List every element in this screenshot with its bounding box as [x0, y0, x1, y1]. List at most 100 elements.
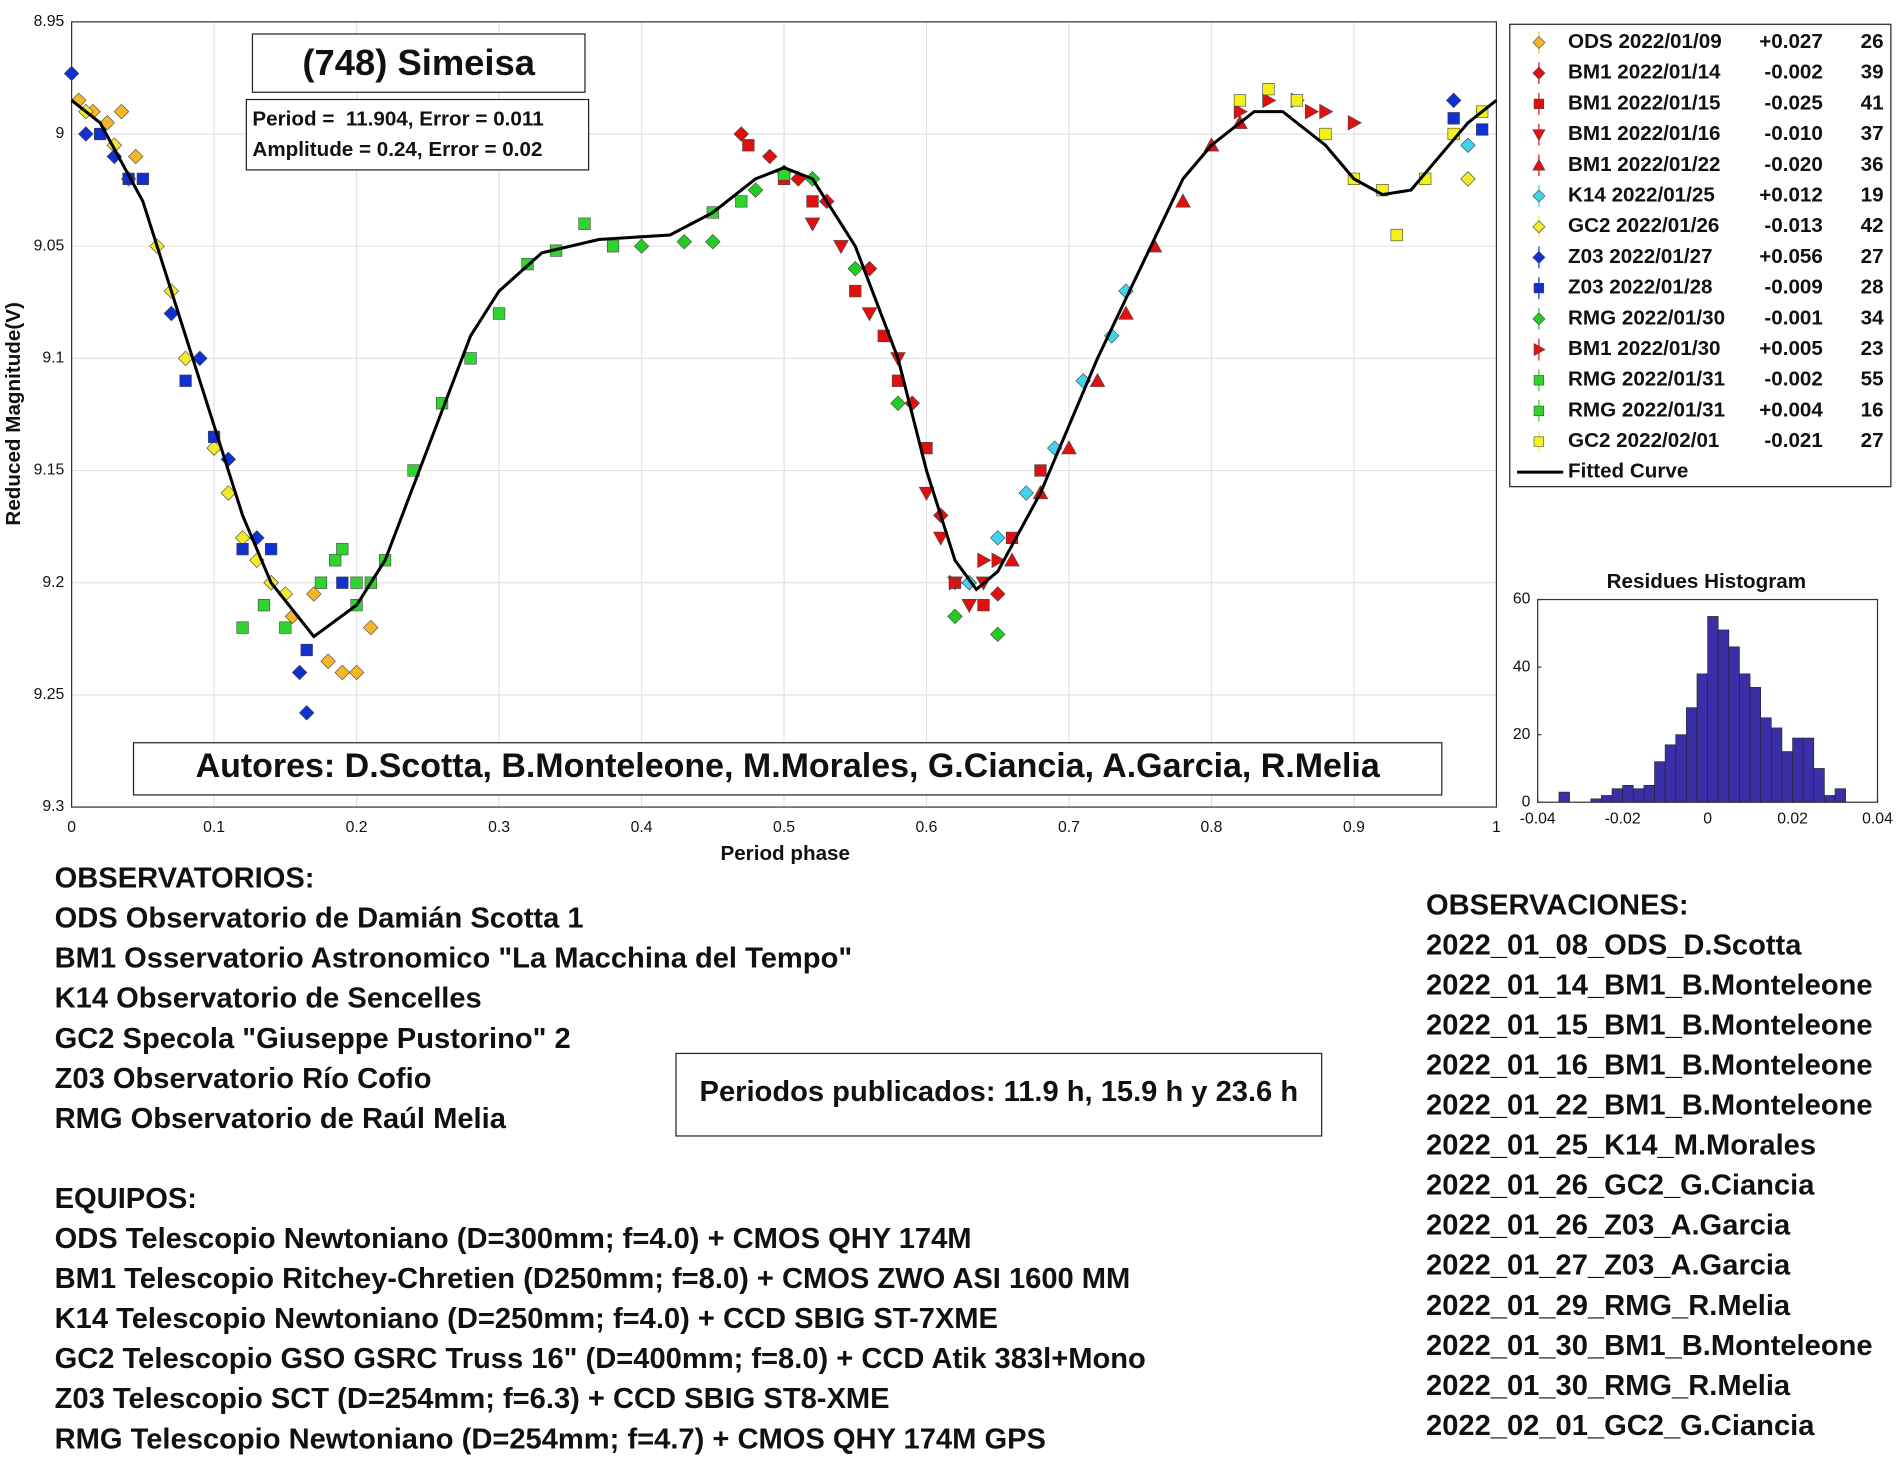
x-tick-label: 0.9 [1343, 819, 1365, 836]
x-tick-label: 0.2 [346, 819, 368, 836]
data-point [336, 542, 349, 556]
data-point [1175, 193, 1191, 208]
data-point [348, 664, 365, 681]
legend-marker [1533, 282, 1545, 294]
x-tick-label: 0 [1703, 810, 1712, 827]
x-tick-label: 0 [67, 819, 76, 836]
histogram-bar [1781, 751, 1793, 803]
y-tick-label: 9.15 [34, 462, 65, 479]
data-point [1476, 123, 1489, 136]
legend-offset: -0.009 [1764, 276, 1822, 299]
data-point [314, 576, 328, 589]
block-line: 2022_01_27_Z03_A.Garcia [1426, 1250, 1791, 1282]
annotation: Amplitude = 0.24, Error = 0.02 [252, 138, 542, 161]
histogram-bar [1749, 687, 1761, 803]
y-tick-label: 9.3 [42, 798, 64, 815]
block-line: 2022_01_08_ODS_D.Scotta [1426, 929, 1802, 961]
histogram-bar [1813, 768, 1825, 803]
data-point [257, 599, 271, 612]
histogram-bar [1739, 673, 1751, 803]
x-axis-label: Period phase [720, 842, 850, 865]
block-line: ODS Telescopio Newtoniano (D=300mm; f=4.… [55, 1223, 972, 1255]
annotation-box [245, 98, 590, 171]
data-point [128, 148, 144, 165]
legend-count: 41 [1861, 91, 1884, 114]
published-periods: Periodos publicados: 11.9 h, 15.9 h y 23… [700, 1076, 1299, 1108]
data-point [578, 217, 591, 230]
data-point [733, 126, 749, 142]
legend-label: RMG 2022/01/31 [1568, 368, 1725, 391]
data-point [762, 148, 778, 165]
legend-count: 39 [1861, 61, 1884, 84]
legend-marker [1532, 158, 1546, 171]
histogram-bar [1611, 788, 1623, 803]
legend-count: 37 [1861, 122, 1884, 145]
data-point [236, 621, 249, 634]
block-line: BM1 Telescopio Ritchey-Chretien (D250mm;… [55, 1263, 1131, 1295]
legend-label: BM1 2022/01/16 [1568, 122, 1721, 145]
legend-label: K14 2022/01/25 [1568, 183, 1715, 206]
x-tick-label: -0.02 [1605, 810, 1641, 827]
periods-box [675, 1052, 1323, 1137]
legend-marker [1532, 66, 1546, 80]
histogram-bar [1590, 798, 1602, 803]
legend-label: BM1 2022/01/22 [1568, 153, 1721, 176]
histogram-bar [1558, 791, 1570, 803]
block-line: RMG Telescopio Newtoniano (D=254mm; f=4.… [55, 1423, 1046, 1455]
data-point [1004, 552, 1020, 567]
data-point [300, 643, 313, 657]
legend-offset: -0.002 [1764, 368, 1822, 391]
data-point [279, 621, 292, 634]
data-point [1445, 92, 1462, 109]
data-point [861, 307, 878, 322]
legend-label: RMG 2022/01/30 [1568, 306, 1725, 329]
data-point [804, 217, 821, 232]
histogram-bar [1664, 744, 1677, 803]
data-point [306, 586, 322, 602]
x-tick-label: 0.8 [1201, 819, 1223, 836]
x-tick-label: -0.04 [1520, 810, 1556, 827]
data-point [1319, 103, 1334, 120]
legend-label: Z03 2022/01/27 [1568, 245, 1713, 268]
legend-marker [1533, 342, 1546, 357]
block-line: 2022_01_29_RMG_R.Melia [1426, 1290, 1791, 1322]
data-point [1262, 92, 1277, 109]
block-line: 2022_01_22_BM1_B.Monteleone [1426, 1090, 1873, 1122]
x-tick-label: 0.02 [1777, 810, 1808, 827]
y-tick-label: 9 [56, 125, 65, 142]
histogram-bar [1632, 788, 1645, 803]
block-line: 2022_01_30_RMG_R.Melia [1426, 1370, 1791, 1402]
histogram-bar [1824, 795, 1836, 803]
data-point [136, 172, 149, 186]
data-point [990, 530, 1006, 546]
data-point [633, 238, 650, 254]
data-point [1319, 127, 1332, 141]
legend-offset: +0.056 [1759, 245, 1823, 268]
y-tick-label: 20 [1513, 726, 1531, 743]
legend-marker [1532, 312, 1546, 326]
data-point [961, 599, 978, 614]
histogram-bar [1792, 737, 1804, 803]
block-line: 2022_01_30_BM1_B.Monteleone [1426, 1330, 1873, 1362]
legend-offset: +0.012 [1759, 183, 1823, 206]
data-point [236, 542, 249, 556]
legend-label: RMG 2022/01/31 [1568, 398, 1725, 421]
data-point [932, 531, 949, 546]
data-point [961, 575, 977, 591]
data-point [99, 115, 115, 131]
title-box [251, 33, 586, 93]
annotation: Period = 11.904, Error = 0.011 [252, 108, 543, 131]
legend-offset: +0.004 [1759, 398, 1823, 421]
data-point [407, 464, 420, 477]
data-point [363, 619, 379, 636]
legend-marker [1533, 375, 1545, 386]
legend-count: 42 [1861, 214, 1884, 237]
chart-title: (748) Simeisa [302, 42, 535, 83]
legend-marker [1532, 35, 1546, 49]
data-point [336, 576, 349, 589]
data-point [890, 395, 906, 411]
data-point [735, 195, 748, 208]
histogram-bar [1696, 673, 1708, 803]
block-line: RMG Observatorio de Raúl Melia [55, 1103, 507, 1135]
